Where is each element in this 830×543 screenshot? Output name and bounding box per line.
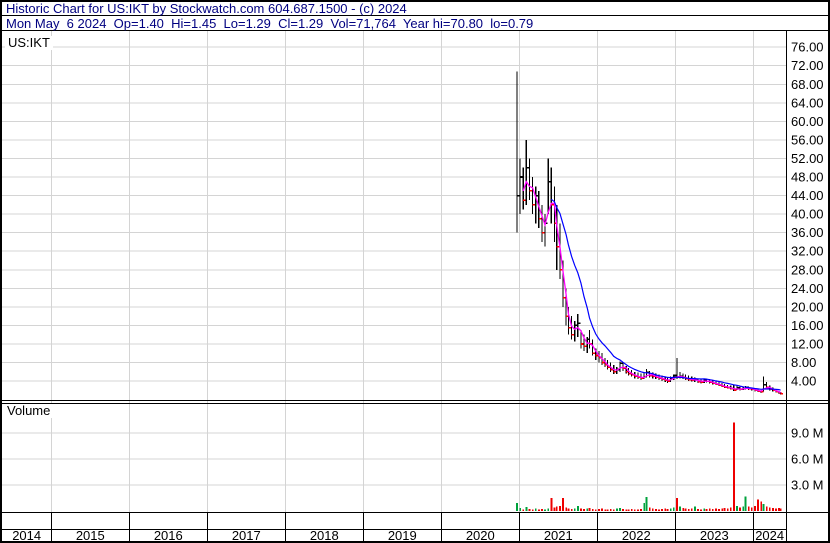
svg-text:64.00: 64.00 [791, 95, 824, 110]
year-axis-labels: 2014 2015 2016 2017 2018 2019 2020 2021 2022 2023… [12, 528, 784, 543]
volume-axis-labels: 9.0 M 6.0 M 3.0 M [791, 425, 824, 492]
svg-text:2014: 2014 [12, 528, 41, 543]
chart-title: Historic Chart for US:IKT by Stockwatch.… [6, 1, 407, 16]
svg-text:16.00: 16.00 [791, 318, 824, 333]
svg-text:24.00: 24.00 [791, 281, 824, 296]
volume-bars [516, 422, 782, 511]
svg-text:2022: 2022 [622, 528, 651, 543]
svg-text:68.00: 68.00 [791, 77, 824, 92]
svg-text:12.00: 12.00 [791, 336, 824, 351]
svg-text:56.00: 56.00 [791, 132, 824, 147]
svg-text:2016: 2016 [154, 528, 183, 543]
year-tick-marks [50, 512, 754, 541]
svg-text:32.00: 32.00 [791, 244, 824, 259]
svg-text:44.00: 44.00 [791, 188, 824, 203]
symbol-label: US:IKT [5, 36, 53, 50]
svg-text:2019: 2019 [388, 528, 417, 543]
svg-text:2017: 2017 [232, 528, 261, 543]
svg-text:2020: 2020 [466, 528, 495, 543]
svg-text:2023: 2023 [700, 528, 729, 543]
svg-text:2024: 2024 [755, 528, 784, 543]
svg-text:48.00: 48.00 [791, 170, 824, 185]
svg-text:20.00: 20.00 [791, 299, 824, 314]
ma-short-line [522, 180, 781, 394]
svg-text:36.00: 36.00 [791, 225, 824, 240]
quote-summary: Mon May 6 2024 Op=1.40 Hi=1.45 Lo=1.29 C… [6, 16, 534, 31]
svg-text:52.00: 52.00 [791, 151, 824, 166]
svg-text:60.00: 60.00 [791, 114, 824, 129]
grid-lines [2, 30, 786, 512]
svg-text:8.00: 8.00 [791, 355, 816, 370]
volume-panel-label: Volume [4, 404, 54, 418]
svg-text:72.00: 72.00 [791, 58, 824, 73]
svg-text:2015: 2015 [76, 528, 105, 543]
svg-text:2021: 2021 [544, 528, 573, 543]
svg-text:3.0 M: 3.0 M [791, 477, 824, 492]
svg-text:2018: 2018 [310, 528, 339, 543]
svg-text:9.0 M: 9.0 M [791, 425, 824, 440]
svg-text:76.00: 76.00 [791, 40, 824, 55]
svg-text:4.00: 4.00 [791, 374, 816, 389]
svg-text:28.00: 28.00 [791, 262, 824, 277]
ma-long-line [550, 198, 781, 391]
svg-text:40.00: 40.00 [791, 207, 824, 222]
svg-text:6.0 M: 6.0 M [791, 451, 824, 466]
price-axis-labels: 76.00 72.00 68.00 64.00 60.00 56.00 52.00 48.00… [791, 40, 824, 389]
